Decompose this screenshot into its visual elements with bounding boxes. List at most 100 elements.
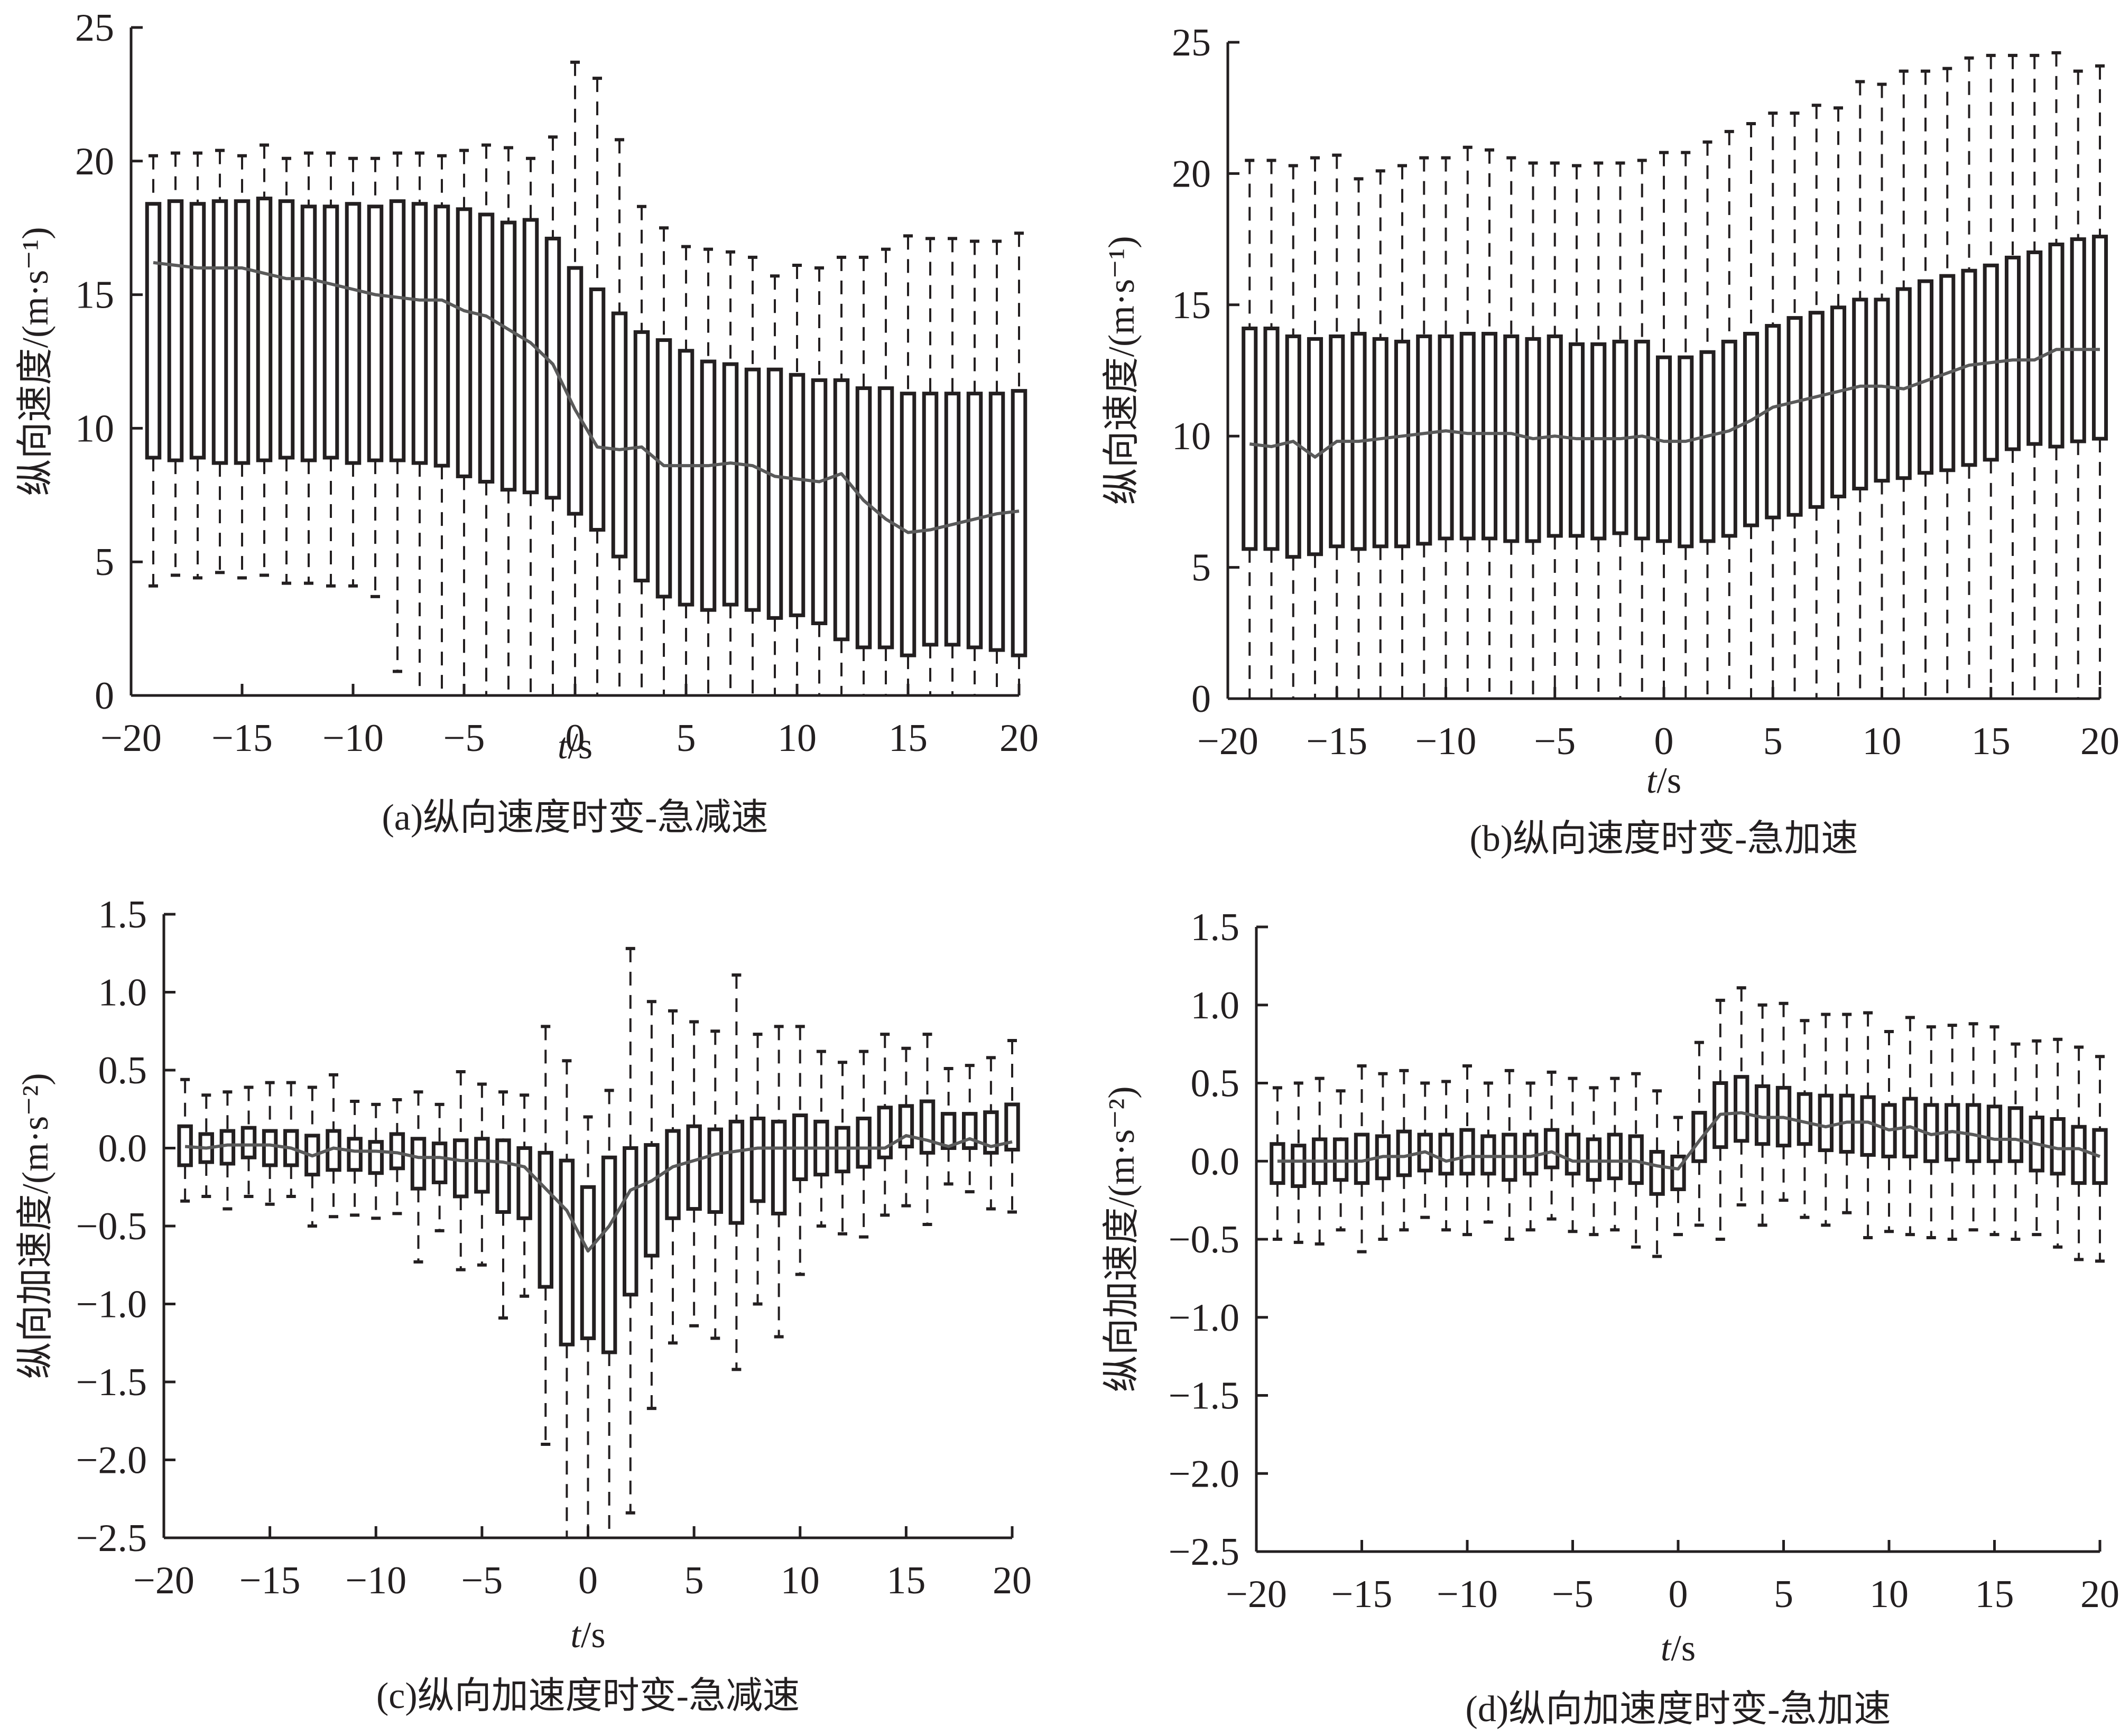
box-item	[1350, 177, 1367, 699]
box-item	[1961, 56, 1977, 699]
box-item	[686, 1020, 702, 1327]
y-axis-label: 纵向加速度/(m·s⁻²)	[1101, 1086, 1142, 1392]
box	[771, 1119, 787, 1215]
box-item	[1691, 1041, 1707, 1227]
y-tick-label: −0.5	[1169, 1218, 1239, 1261]
box-item	[389, 151, 406, 673]
box	[1004, 1102, 1020, 1152]
box-item	[198, 1093, 214, 1198]
box-item	[1525, 161, 1541, 699]
box	[1699, 350, 1716, 543]
box	[919, 1099, 936, 1155]
box-item	[2007, 1042, 2024, 1241]
x-axis-label-unit: /s	[581, 1615, 606, 1656]
box-item	[2048, 51, 2065, 699]
box-item	[538, 1025, 553, 1446]
box	[1808, 311, 1825, 509]
box-item	[1307, 156, 1323, 699]
y-tick-label: 25	[1172, 21, 1211, 64]
box	[811, 378, 828, 625]
median-line	[184, 1134, 1013, 1253]
box-item	[877, 1033, 893, 1217]
x-tick-label: 15	[1975, 1573, 2014, 1616]
box-item	[256, 143, 273, 577]
box	[2007, 1106, 2024, 1163]
box-item	[1649, 1089, 1665, 1258]
x-tick-label: −10	[1415, 720, 1477, 763]
box	[367, 205, 384, 462]
box	[1721, 339, 1737, 538]
box	[833, 378, 850, 642]
y-axis-label: 纵向速度/(m·s⁻¹)	[15, 227, 56, 496]
x-tick-label: −15	[211, 717, 273, 760]
box-item	[678, 245, 695, 695]
box-item	[1547, 161, 1563, 699]
box-item	[792, 1025, 808, 1276]
x-tick-label: 5	[1763, 720, 1783, 763]
box-item	[1670, 1116, 1686, 1237]
x-tick-label: −5	[443, 717, 485, 760]
box	[728, 1119, 745, 1225]
box-item	[1417, 1081, 1433, 1219]
box-item	[789, 263, 806, 695]
box	[1917, 279, 1934, 475]
x-tick-label: −10	[322, 717, 384, 760]
box	[722, 362, 739, 607]
box	[1394, 339, 1411, 549]
box	[601, 1155, 617, 1354]
box-item	[1830, 106, 1847, 699]
box	[1285, 334, 1301, 559]
box-item	[1775, 1001, 1792, 1202]
box	[744, 367, 761, 612]
box-item	[367, 156, 384, 598]
box-item	[983, 1056, 999, 1211]
box	[368, 1140, 384, 1175]
box	[940, 1112, 957, 1150]
box-item	[411, 151, 428, 695]
box	[410, 1137, 427, 1191]
box-item	[1564, 1076, 1581, 1233]
box-item	[278, 156, 295, 585]
box-item	[1543, 1070, 1560, 1221]
box-item	[1818, 1013, 1834, 1227]
x-tick-label: 20	[2080, 720, 2119, 763]
box	[1734, 1075, 1749, 1143]
y-tick-label: −2.5	[76, 1517, 147, 1560]
box-item	[877, 247, 894, 695]
box-item	[771, 1025, 787, 1339]
x-axis-label-unit: /s	[1656, 760, 1681, 801]
x-tick-label: −20	[133, 1559, 195, 1602]
box-item	[601, 1089, 617, 1538]
box-item	[1699, 140, 1716, 699]
y-tick-label: 15	[75, 274, 114, 317]
box-item	[966, 239, 983, 695]
box-item	[900, 234, 916, 695]
box-item	[1416, 156, 1432, 699]
x-axis-label: t/s	[1646, 760, 1681, 801]
box	[686, 1124, 702, 1211]
box-item	[262, 1081, 278, 1206]
x-axis-label-unit: /s	[568, 726, 593, 767]
box	[1786, 316, 1803, 517]
box	[700, 359, 717, 612]
box	[1543, 1128, 1560, 1169]
box	[1416, 334, 1432, 546]
y-tick-label: −1.0	[76, 1283, 147, 1326]
chart-caption: (b)纵向速度时变-急加速	[1470, 819, 1858, 859]
box-item	[1612, 161, 1628, 699]
box-item	[177, 1078, 193, 1203]
x-tick-label: −10	[1437, 1573, 1498, 1616]
box	[623, 1146, 638, 1297]
box	[1830, 305, 1847, 498]
box-item	[1852, 80, 1868, 699]
x-tick-label: 5	[677, 717, 696, 760]
box-item	[300, 151, 317, 585]
panel-a: 0 5 10 15 20 25 −20 −15 −10 −5 0 5 10 15 20 纵向速度/(m·s⁻¹…	[0, 0, 1060, 868]
box-item	[1678, 151, 1694, 699]
box-item	[833, 255, 850, 695]
box	[1372, 337, 1388, 549]
box-item	[1634, 159, 1650, 699]
x-axis-label-unit: /s	[1671, 1628, 1696, 1669]
y-tick-label: 0.0	[1191, 1140, 1240, 1183]
box-item	[1917, 69, 1934, 699]
